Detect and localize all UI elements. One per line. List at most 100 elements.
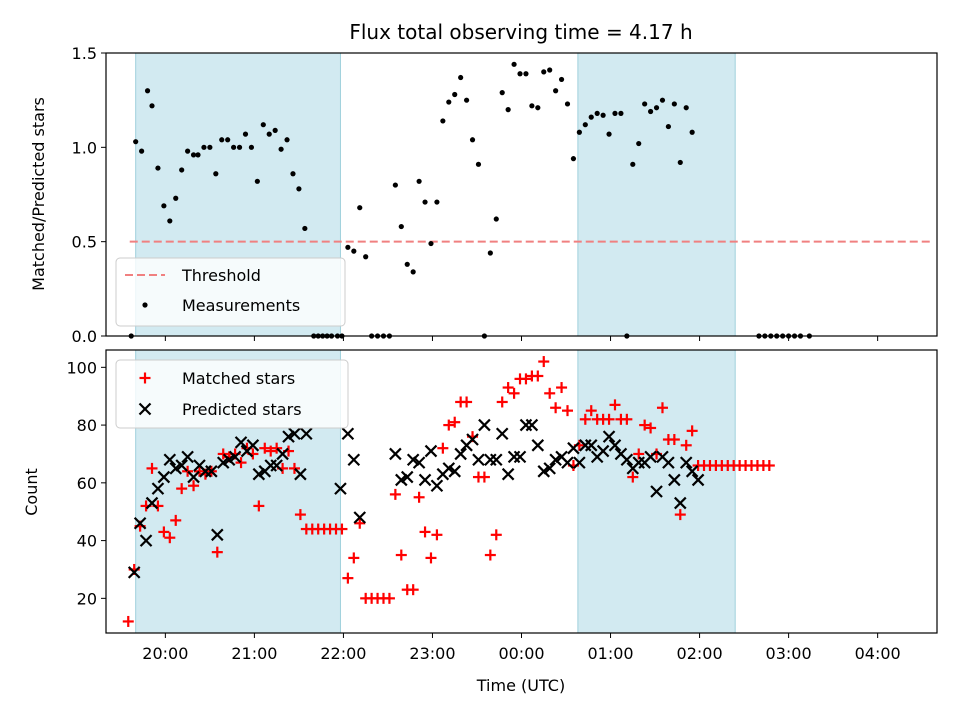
matched-star-point <box>538 356 550 368</box>
top-panel: 0.0 0.5 1.0 1.5 Matched/Predicted stars Thr… <box>29 44 938 346</box>
predicted-star-point <box>484 453 497 467</box>
measurement-point <box>434 199 440 205</box>
measurement-point <box>207 144 213 150</box>
x-axis-label: Time (UTC) <box>476 676 565 695</box>
predicted-star-point <box>513 450 527 464</box>
matched-star-point <box>188 480 200 492</box>
predicted-star-point <box>127 566 141 579</box>
x-tick-label: 01:00 <box>587 644 633 663</box>
matched-star-point <box>562 405 574 417</box>
measurement-point <box>588 114 594 120</box>
predicted-star-point <box>157 470 171 484</box>
matched-star-point <box>217 448 229 460</box>
bottom-panel: 20 40 60 80 100 20:00 21:00 22:00 23:00 00:00 01:… <box>22 349 938 695</box>
measurement-point <box>648 108 654 115</box>
measurement-point <box>185 148 191 154</box>
matched-star-point <box>621 413 633 425</box>
matched-star-point <box>193 465 205 477</box>
predicted-star-point <box>501 467 515 481</box>
measurement-point <box>213 171 219 177</box>
predicted-star-point <box>608 439 622 452</box>
measurement-point <box>642 101 648 107</box>
measurement-point <box>618 110 624 116</box>
matched-star-point <box>627 471 639 483</box>
matched-star-point <box>395 549 407 561</box>
predicted-star-point <box>543 462 556 475</box>
measurement-point <box>541 69 547 75</box>
bottom-y-tick-label: 40 <box>77 532 97 551</box>
x-tick-label: 03:00 <box>766 644 812 663</box>
measurement-point <box>511 61 517 67</box>
x-tick-label: 02:00 <box>677 644 723 663</box>
measurement-point <box>254 178 260 184</box>
predicted-star-point <box>341 427 355 441</box>
matched-star-point <box>294 509 306 521</box>
matched-star-point <box>603 413 615 425</box>
measurement-point <box>553 88 559 94</box>
measurement-point <box>671 101 677 107</box>
x-tick-label: 00:00 <box>498 644 544 663</box>
predicted-star-point <box>334 482 347 495</box>
measurement-point <box>446 99 452 105</box>
measurement-point <box>236 144 243 150</box>
bottom-legend: Matched stars Predicted stars <box>115 359 349 429</box>
measurement-point <box>302 225 308 232</box>
matched-star-point <box>686 425 698 437</box>
predicted-star-point <box>567 441 580 455</box>
predicted-star-point <box>644 450 657 464</box>
predicted-star-point <box>412 456 426 469</box>
measurement-point <box>636 140 642 147</box>
measurement-point <box>659 97 666 103</box>
predicted-star-point <box>454 447 467 461</box>
measurement-point <box>144 88 151 94</box>
measurement-point <box>345 244 351 250</box>
measurement-point <box>493 216 499 222</box>
measurement-point <box>195 152 201 158</box>
measurement-point <box>440 118 446 124</box>
matched-star-point <box>532 370 544 382</box>
top-y-tick-label: 0.5 <box>72 233 97 252</box>
predicted-star-point <box>573 456 586 469</box>
predicted-star-point <box>270 459 283 472</box>
matched-star-point <box>645 422 657 434</box>
predicted-star-point <box>489 453 503 467</box>
matched-star-point <box>413 491 425 503</box>
matched-star-point <box>443 419 455 431</box>
matched-star-point <box>579 413 591 425</box>
measurement-point <box>428 240 434 247</box>
legend-threshold-label: Threshold <box>181 266 261 285</box>
matched-star-point <box>425 552 437 564</box>
predicted-star-point <box>531 439 545 452</box>
measurement-point <box>155 165 161 171</box>
measurement-point <box>190 152 197 158</box>
x-tick-label: 23:00 <box>409 644 455 663</box>
measurement-point <box>363 254 369 260</box>
matched-star-point <box>158 526 170 538</box>
legend-predicted-swatch <box>138 402 152 416</box>
predicted-star-point <box>620 453 634 467</box>
top-legend-box <box>115 257 346 327</box>
matched-star-point <box>176 483 188 495</box>
measurement-point <box>677 159 683 166</box>
predicted-star-point <box>448 465 462 478</box>
measurement-point <box>260 122 266 128</box>
matched-star-point <box>259 442 271 454</box>
matched-star-point <box>122 615 134 627</box>
predicted-star-point <box>389 447 402 461</box>
predicted-star-point <box>685 465 699 478</box>
matched-star-point <box>336 523 348 535</box>
predicted-star-point <box>347 453 361 467</box>
measurement-point <box>161 203 167 209</box>
predicted-star-point <box>466 433 479 446</box>
measurement-point <box>296 186 302 192</box>
measurement-point <box>469 137 476 143</box>
x-tick-label: 04:00 <box>855 644 901 663</box>
predicted-star-point <box>478 418 491 432</box>
measurement-point <box>133 139 139 145</box>
predicted-star-point <box>151 482 165 495</box>
measurement-point <box>564 101 571 107</box>
matched-star-point <box>585 405 597 417</box>
measurement-point <box>475 161 482 167</box>
measurement-point <box>242 131 249 137</box>
measurement-point <box>278 146 284 152</box>
